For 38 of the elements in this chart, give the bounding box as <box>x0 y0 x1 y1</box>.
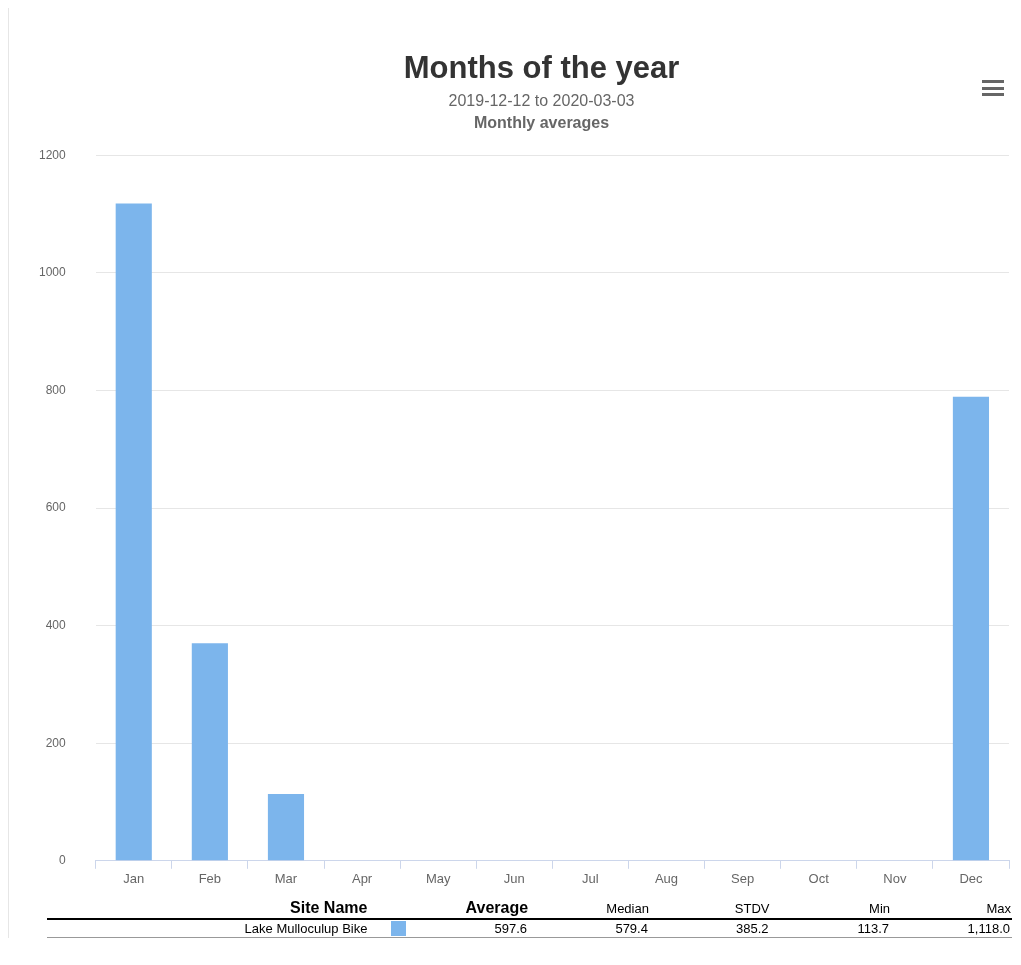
legend-label: Lake Mulloculup Bike <box>243 920 369 938</box>
text: 579.4 <box>614 920 649 938</box>
x-tick-label: Dec <box>959 871 983 887</box>
x-tick-label: Nov <box>883 871 907 887</box>
y-tick-label: 1000 <box>38 265 67 280</box>
x-tick-label: May <box>425 871 451 887</box>
bar <box>191 643 228 861</box>
x-tick-label: Feb <box>198 871 222 887</box>
text: Max <box>985 899 1012 918</box>
x-tick-label: Jan <box>123 871 145 887</box>
y-tick-label: 800 <box>45 382 67 397</box>
text: 597.6 <box>493 920 529 938</box>
x-tick-label: Oct <box>808 871 830 887</box>
chart-subtitle: 2019-12-12 to 2020-03-03 <box>447 92 636 110</box>
x-tick-label: Aug <box>654 871 679 887</box>
x-tick-label: Apr <box>351 871 373 887</box>
y-tick-label: 400 <box>45 617 67 632</box>
text: 113.7 <box>856 920 890 938</box>
bar <box>267 793 305 861</box>
x-tick-label: Mar <box>274 871 298 887</box>
x-tick-label: Jul <box>582 871 599 887</box>
text: Site Name <box>289 898 369 918</box>
text: Median <box>605 899 650 918</box>
text: Min <box>868 899 891 918</box>
text: Monthly averages <box>472 114 611 132</box>
y-tick-label: 1200 <box>38 147 67 162</box>
y-tick-label: 600 <box>45 500 67 515</box>
x-tick-label: Sep <box>731 871 755 887</box>
text: STDV <box>733 899 771 918</box>
bar <box>115 203 152 861</box>
text: 1,118.0 <box>966 920 1011 938</box>
y-tick-label: 200 <box>45 735 67 750</box>
chart-title: Months of the year <box>402 50 681 86</box>
bar <box>952 396 990 861</box>
text: Average <box>464 898 530 918</box>
text: 385.2 <box>734 920 770 938</box>
y-tick-label: 0 <box>59 853 67 868</box>
x-tick-label: Jun <box>503 871 525 887</box>
